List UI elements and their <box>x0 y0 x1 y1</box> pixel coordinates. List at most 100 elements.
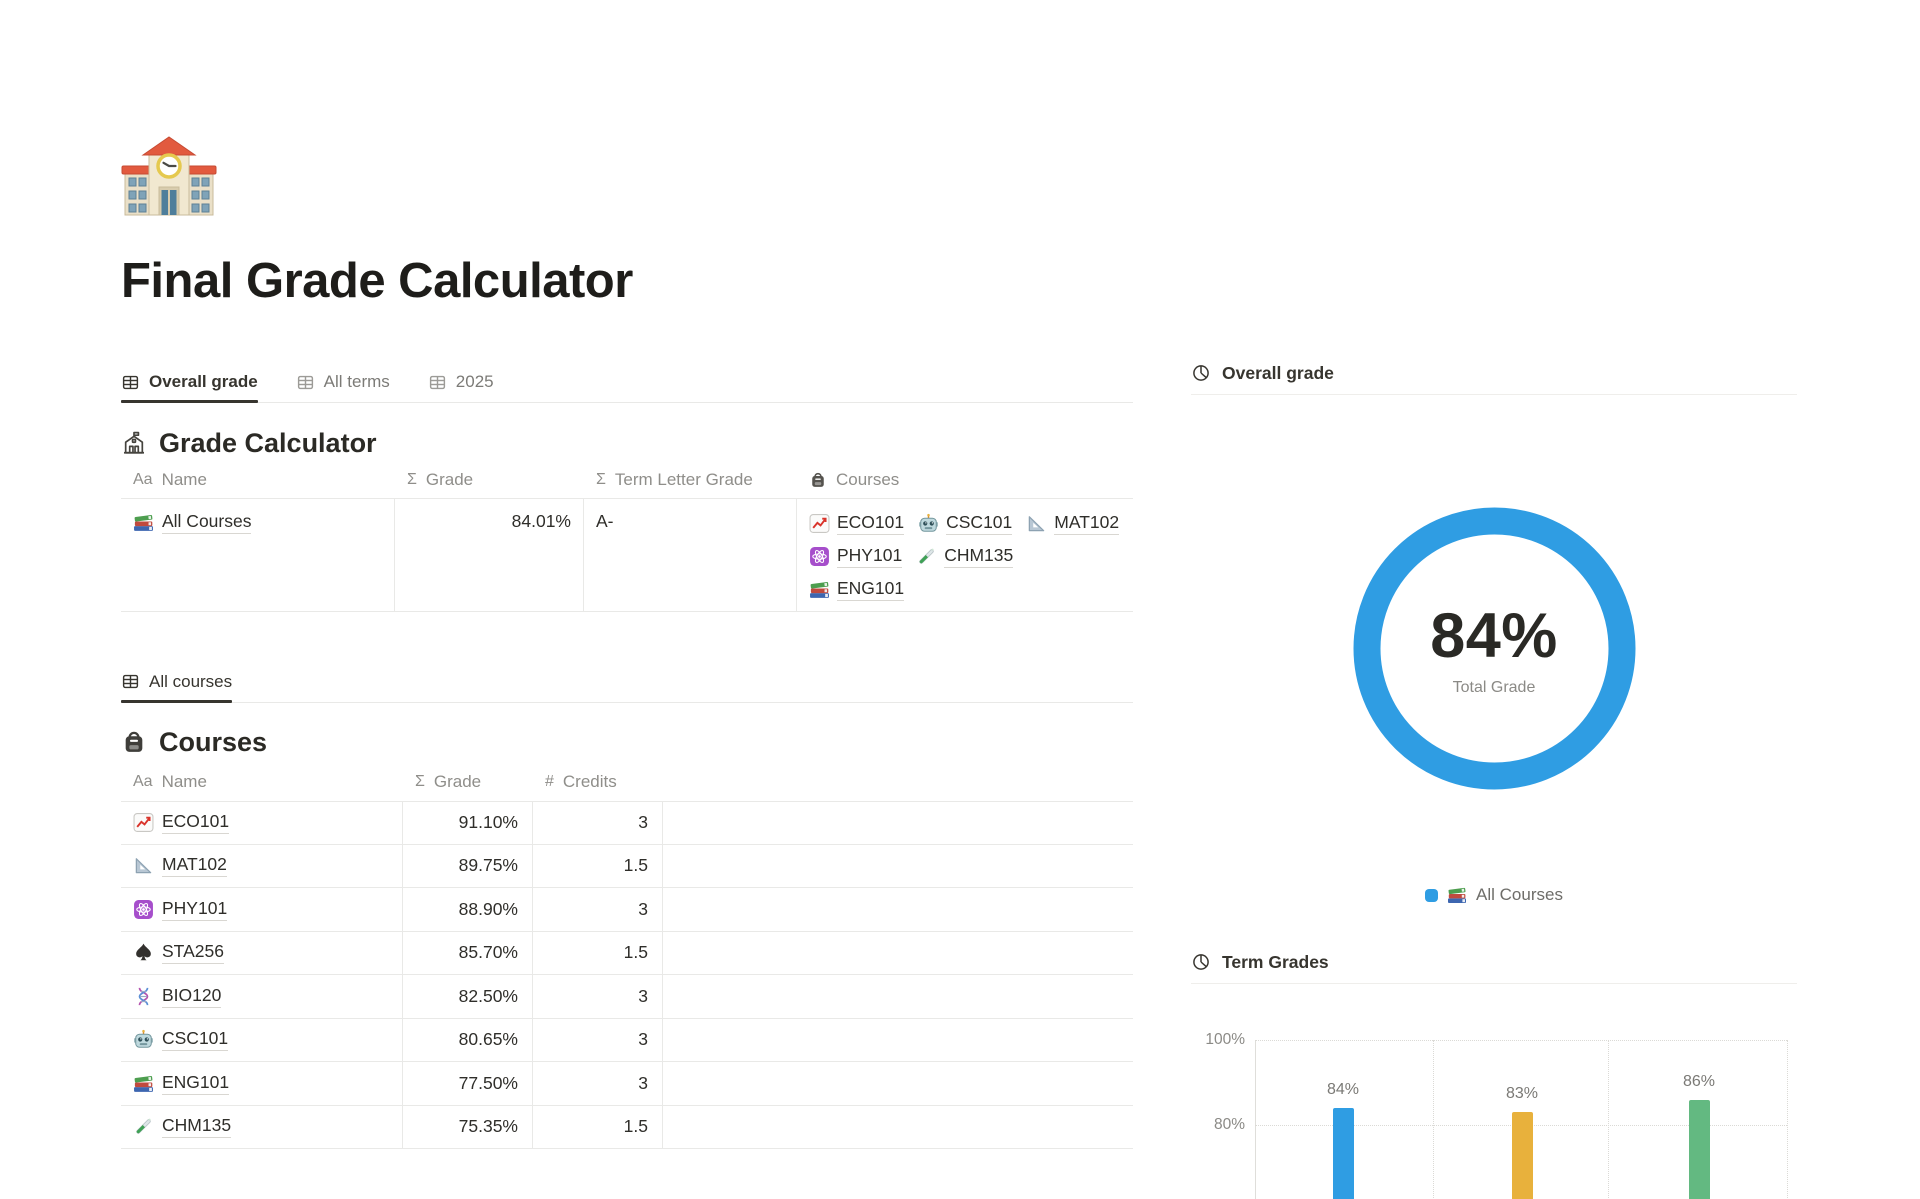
column-header-grade[interactable]: Σ Grade <box>415 771 482 791</box>
column-header-term-letter-grade[interactable]: Σ Term Letter Grade <box>596 470 753 489</box>
term-grades-chart-header[interactable]: Term Grades <box>1191 941 1797 984</box>
all-courses-link[interactable]: All Courses <box>133 511 252 534</box>
course-name-cell[interactable]: CSC101 <box>121 1018 403 1061</box>
course-link-eng101[interactable]: ENG101 <box>133 1072 230 1095</box>
course-link-csc101[interactable]: CSC101 <box>133 1028 229 1052</box>
gridline-100 <box>1255 1040 1787 1041</box>
page-title: Final Grade Calculator <box>121 254 633 308</box>
y-tick: 100% <box>1205 1031 1245 1048</box>
column-header-courses[interactable]: Courses <box>797 470 1133 490</box>
legend-swatch <box>1425 888 1439 902</box>
course-grade-cell[interactable]: 88.90% <box>403 888 533 931</box>
tab-label: Overall grade <box>149 372 258 391</box>
formula-property-icon: Σ <box>596 471 606 488</box>
course-credits-cell[interactable]: 1.5 <box>533 931 663 974</box>
atom-icon <box>809 546 830 567</box>
text-property-icon: Aa <box>133 772 153 790</box>
overall-grade-donut: 84% Total Grade <box>1353 507 1636 790</box>
course-grade-cell[interactable]: 75.35% <box>403 1105 533 1148</box>
bar-1 <box>1332 1108 1354 1199</box>
tab-2025[interactable]: 2025 <box>428 362 494 402</box>
course-link-eco101[interactable]: ECO101 <box>809 512 905 535</box>
gc-letter-grade-cell[interactable]: A- <box>584 499 797 611</box>
course-grade-cell[interactable]: 85.70% <box>403 931 533 974</box>
column-header-name[interactable]: Aa Name <box>133 771 207 791</box>
course-name-cell[interactable]: ECO101 <box>121 802 403 844</box>
table-row-sta256: STA256 85.70% 1.5 <box>121 931 1133 975</box>
course-credits-cell[interactable]: 3 <box>533 802 663 844</box>
school-line-icon <box>121 430 147 456</box>
table-row-eng101: ENG101 77.50% 3 <box>121 1062 1133 1106</box>
column-header-grade[interactable]: Σ Grade <box>407 470 474 489</box>
course-credits-cell[interactable]: 1.5 <box>533 1105 663 1148</box>
overall-grade-chart-header[interactable]: Overall grade <box>1191 352 1797 395</box>
triangular-ruler-icon <box>1026 513 1047 534</box>
course-grade-cell[interactable]: 91.10% <box>403 802 533 844</box>
column-header-name[interactable]: Aa Name <box>133 470 207 489</box>
chart-increasing-icon <box>133 812 154 833</box>
database-title: Courses <box>159 726 268 757</box>
y-tick: 80% <box>1213 1116 1245 1133</box>
gc-courses-cell[interactable]: ECO101 CSC101 MAT102 PHY101 CHM135 ENG101 <box>797 499 1133 611</box>
course-link-mat102[interactable]: MAT102 <box>1026 512 1120 535</box>
course-link-bio120[interactable]: BIO120 <box>133 985 222 1008</box>
gc-name-cell[interactable]: All Courses <box>121 499 395 611</box>
donut-svg <box>1353 507 1635 790</box>
course-grade-cell[interactable]: 89.75% <box>403 844 533 887</box>
text-property-icon: Aa <box>133 471 153 488</box>
course-link-csc101[interactable]: CSC101 <box>918 512 1013 535</box>
empty-cell <box>663 1062 1133 1105</box>
books-icon <box>133 1073 154 1094</box>
empty-cell <box>663 845 1133 888</box>
table-row-csc101: CSC101 80.65% 3 <box>121 1018 1133 1062</box>
course-link-chm135[interactable]: CHM135 <box>133 1115 232 1139</box>
course-link-eng101[interactable]: ENG101 <box>809 578 905 601</box>
legend-label: All Courses <box>1476 885 1563 904</box>
tab-all-courses[interactable]: All courses <box>121 661 233 703</box>
course-grade-cell[interactable]: 80.65% <box>403 1018 533 1061</box>
triangular-ruler-icon <box>133 855 154 876</box>
tab-label: 2025 <box>455 372 494 391</box>
course-link-chm135[interactable]: CHM135 <box>916 545 1014 568</box>
course-link-mat102[interactable]: MAT102 <box>133 854 227 878</box>
grade-calculator-heading[interactable]: Grade Calculator <box>121 424 1133 462</box>
course-link-sta256[interactable]: STA256 <box>133 941 224 965</box>
course-name-cell[interactable]: MAT102 <box>121 844 403 887</box>
course-link-phy101[interactable]: PHY101 <box>133 898 228 921</box>
course-credits-cell[interactable]: 3 <box>533 1062 663 1105</box>
test-tube-icon <box>133 1116 154 1137</box>
course-name-cell[interactable]: BIO120 <box>121 975 403 1018</box>
table-row-bio120: BIO120 82.50% 3 <box>121 975 1133 1019</box>
robot-icon <box>133 1029 154 1050</box>
course-credits-cell[interactable]: 1.5 <box>533 844 663 887</box>
table-view-icon <box>296 373 315 392</box>
course-name-cell[interactable]: CHM135 <box>121 1105 403 1148</box>
table-view-icon <box>121 373 140 392</box>
course-link-phy101[interactable]: PHY101 <box>809 545 903 568</box>
course-credits-cell[interactable]: 3 <box>533 1018 663 1061</box>
courses-table-body: ECO101 91.10% 3 MAT102 89.75% 1.5 PHY101 88.90%… <box>121 801 1133 1149</box>
bar-value-label: 86% <box>1682 1072 1716 1090</box>
gridline-v <box>1787 1040 1788 1199</box>
empty-cell <box>663 975 1133 1018</box>
column-header-credits[interactable]: # Credits <box>545 771 617 791</box>
course-name-cell[interactable]: PHY101 <box>121 888 403 931</box>
course-grade-cell[interactable]: 82.50% <box>403 975 533 1018</box>
pie-chart-icon <box>1191 952 1211 972</box>
course-name-cell[interactable]: ENG101 <box>121 1062 403 1105</box>
gc-grade-cell[interactable]: 84.01% <box>395 499 584 611</box>
courses-heading[interactable]: Courses <box>121 722 1133 762</box>
atom-icon <box>133 899 154 920</box>
backpack-icon <box>809 471 827 489</box>
course-credits-cell[interactable]: 3 <box>533 888 663 931</box>
courses-table-header: Aa Name Σ Grade # Credits <box>121 762 1133 801</box>
tab-overall-grade[interactable]: Overall grade <box>121 362 258 403</box>
course-credits-cell[interactable]: 3 <box>533 975 663 1018</box>
course-name-cell[interactable]: STA256 <box>121 931 403 974</box>
school-building-icon[interactable] <box>121 133 217 229</box>
course-link-eco101[interactable]: ECO101 <box>133 811 230 835</box>
total-grade-value: 84% <box>1430 601 1558 671</box>
tab-label: All terms <box>323 372 390 391</box>
course-grade-cell[interactable]: 77.50% <box>403 1062 533 1105</box>
tab-all-terms[interactable]: All terms <box>296 362 390 402</box>
